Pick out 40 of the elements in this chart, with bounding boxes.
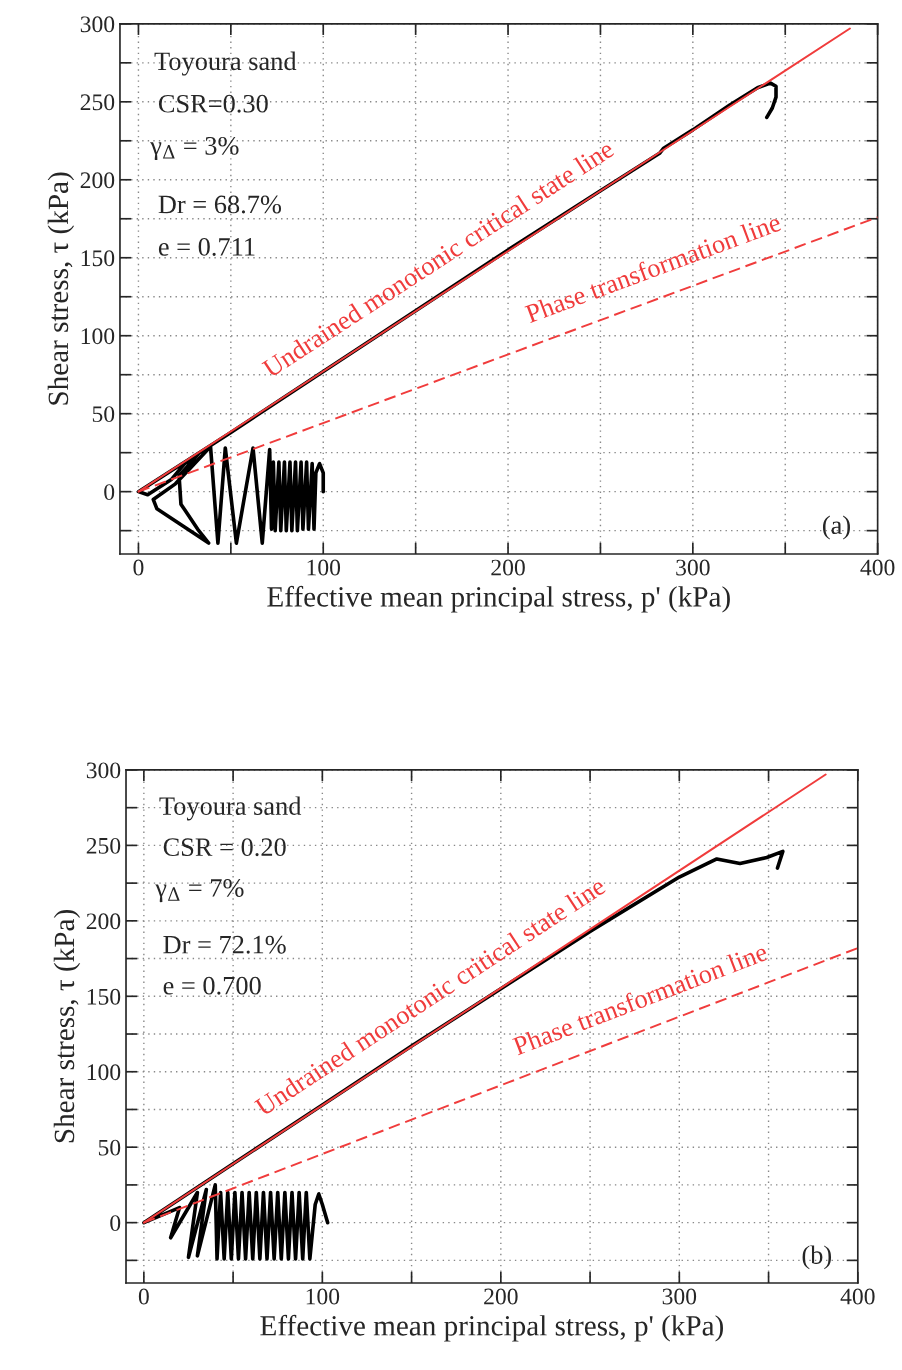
x-axis-title: Effective mean principal stress, p' (kPa) [267,585,730,613]
y-tick-label: 50 [98,1139,121,1156]
x-axis-title: Effective mean principal stress, p' (kPa) [260,1314,723,1342]
annotation: CSR=0.30 [158,94,268,113]
x-tick-label: 400 [860,559,895,576]
annotation: (b) [802,1245,832,1270]
annotation: Dr = 68.7% [158,195,282,214]
annotation: e = 0.711 [158,237,255,256]
x-tick-label: 0 [138,1288,149,1305]
y-tick-label: 50 [92,406,115,423]
x-tick-label: 200 [491,559,525,576]
y-tick-label: 250 [80,94,115,111]
x-tick-label: 400 [840,1288,875,1305]
x-tick-label: 0 [133,559,144,576]
y-tick-label: 200 [80,172,115,189]
x-tick-label: 300 [662,1288,697,1305]
annotation: e = 0.700 [163,976,261,995]
x-tick-label: 100 [307,559,341,576]
annotation: CSR = 0.20 [163,838,286,857]
annotation: Toyoura sand [154,51,297,76]
y-tick-label: 200 [86,913,121,930]
y-tick-label: 100 [87,1064,121,1081]
x-tick-label: 300 [676,559,710,576]
y-tick-label: 300 [80,16,115,33]
annotation: Toyoura sand [159,796,302,821]
x-tick-label: 200 [484,1288,518,1305]
annotation: γ$_{Δ}$ = 7% [155,878,244,903]
y-axis-title: Shear stress, τ (kPa) [47,172,75,405]
annotation: γ$_{Δ}$ = 3% [150,136,239,161]
y-tick-label: 0 [110,1215,121,1232]
y-tick-label: 0 [104,484,115,501]
y-tick-label: 100 [81,328,115,345]
annotation: Dr = 72.1% [163,935,286,954]
y-tick-label: 250 [86,837,121,854]
x-tick-label: 100 [306,1288,340,1305]
annotation: (a) [823,515,850,540]
y-tick-label: 150 [81,250,115,267]
y-axis-title: Shear stress, τ (kPa) [53,910,81,1143]
y-tick-label: 150 [87,988,121,1005]
y-tick-label: 300 [86,762,121,779]
